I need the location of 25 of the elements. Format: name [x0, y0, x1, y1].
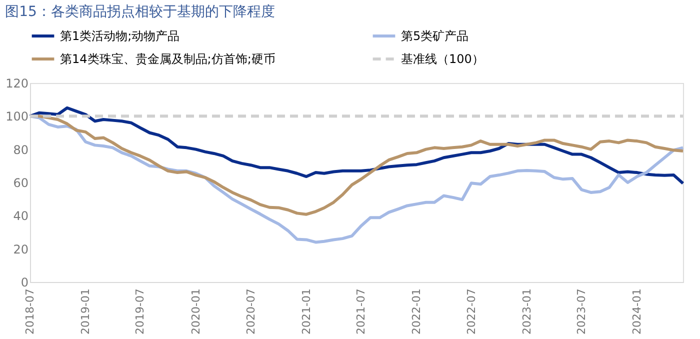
y-tick-label: 80 — [13, 142, 28, 157]
legend-label: 基准线（100） — [401, 52, 484, 66]
line-series — [28, 106, 684, 185]
x-tick-label: 2021-01 — [300, 288, 313, 334]
chart-title: 图15：各类商品拐点相较于基期的下降程度 — [5, 4, 275, 20]
x-tick-label: 2019-07 — [134, 288, 147, 334]
x-tick-label: 2023-07 — [575, 288, 588, 334]
y-tick-label: 100 — [6, 110, 28, 124]
x-tick-label: 2021-07 — [354, 288, 368, 334]
x-tick-label: 2024-01 — [630, 288, 644, 334]
y-tick-label: 120 — [6, 76, 28, 90]
x-tick-label: 2022-01 — [410, 288, 424, 334]
y-tick-label: 40 — [13, 209, 28, 224]
legend-label: 第1类活动物;动物产品 — [60, 29, 180, 43]
x-tick-label: 2023-01 — [520, 288, 534, 334]
y-tick-label: 60 — [13, 176, 28, 190]
y-tick-label: 0 — [20, 276, 28, 290]
y-tick-label: 20 — [13, 242, 28, 256]
x-tick-label: 2018-07 — [24, 288, 36, 334]
x-tick-label: 2022-07 — [464, 288, 478, 334]
x-tick-label: 2020-07 — [244, 288, 258, 334]
x-tick-label: 2019-01 — [79, 288, 92, 334]
x-tick-label: 2020-01 — [189, 288, 202, 334]
legend-label: 第5类矿产品 — [401, 29, 469, 43]
legend-label: 第14类珠宝、贵金属及制品;仿首饰;硬币 — [60, 52, 276, 66]
